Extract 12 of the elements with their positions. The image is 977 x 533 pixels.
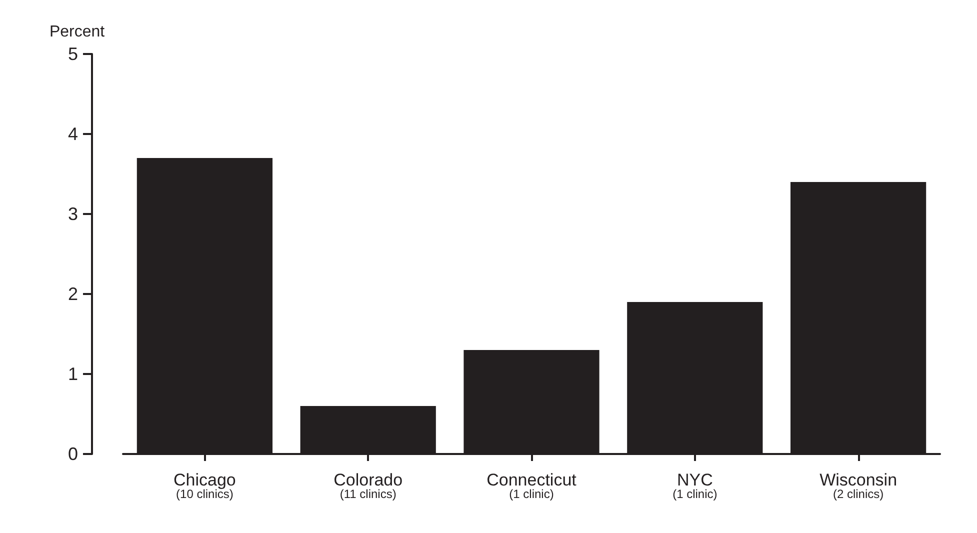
x-tick-label: Chicago (10 clinics)	[174, 470, 236, 501]
y-axis-title: Percent	[49, 24, 106, 40]
y-tick-label: 0	[68, 444, 78, 464]
y-tick-label: 4	[68, 124, 78, 144]
y-tick-label: 3	[68, 204, 78, 224]
x-tick-label: Colorado (11 clinics)	[334, 470, 403, 501]
x-tick-label: Wisconsin (2 clinics)	[820, 470, 898, 501]
y-tick-label: 1	[68, 364, 78, 384]
y-tick-label: 2	[68, 284, 78, 304]
y-tick-label: 5	[68, 44, 78, 64]
x-tick-label: Connecticut (1 clinic)	[486, 470, 577, 501]
x-tick-label: NYC (1 clinic)	[672, 470, 718, 501]
